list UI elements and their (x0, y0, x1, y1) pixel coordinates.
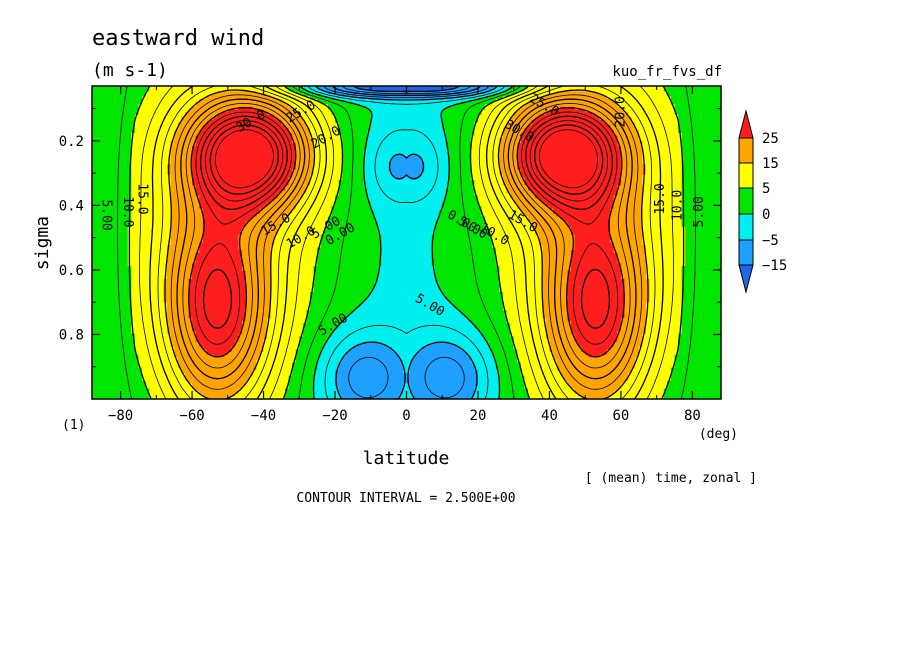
chart-units: (m s-1) (92, 60, 168, 81)
chart-title: eastward wind (92, 26, 264, 51)
filled-contours (92, 86, 722, 400)
experiment-label: kuo_fr_fvs_df (612, 64, 722, 80)
contour-plot (92, 86, 722, 400)
